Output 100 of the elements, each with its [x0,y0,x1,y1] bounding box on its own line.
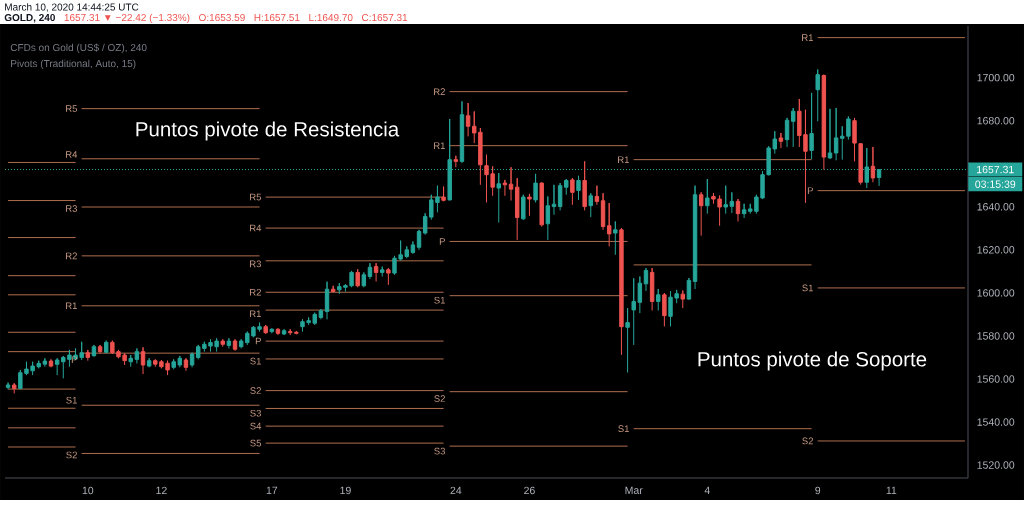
candlestick [410,240,416,255]
candlestick [625,307,630,374]
text: H:1657.51 [254,14,300,22]
text: R4 [66,151,78,158]
text: R5 [66,105,77,112]
text: S2 [802,437,813,445]
candlestick [146,357,152,368]
text: R3 [66,205,77,212]
candlestick [416,229,422,251]
series-label: R5 [250,193,262,201]
candlestick [649,267,655,312]
candlestick [514,177,520,241]
y-tick-label: 1680.00 [977,116,1015,125]
text: S1 [434,296,445,304]
text: P [807,187,813,194]
candlestick [140,346,146,375]
candlestick [48,358,54,368]
y-tick-label: 1580.00 [977,332,1015,340]
series-label: S5 [250,439,262,447]
candlestick [539,181,544,228]
y-tick-label: 1540.00 [977,418,1015,426]
candlestick [459,100,465,164]
candlestick [134,347,140,364]
text: P [439,238,445,245]
candlestick [42,357,48,368]
text: R1 [802,34,813,41]
series-label: S3 [250,409,262,417]
candlestick [275,327,281,336]
candlestick [735,198,741,222]
candlestick [570,177,575,206]
x-tick-label: 24 [450,486,462,495]
y-tick-label: 1620.00 [977,246,1015,254]
y-tick-label: 1700.00 [977,73,1015,82]
series-label: P [255,337,261,345]
candlestick [705,178,710,215]
candlestick [557,182,563,211]
text: P [71,356,77,363]
text: 1657.31 ▼ −22.42 (−1.33%) [64,13,190,24]
candlestick [594,185,600,206]
candlestick [613,220,618,256]
text: R1 [250,310,261,318]
text: March 10, 2020 14:44:25 UTC [5,3,139,12]
candlestick [833,107,839,161]
candlestick [183,357,189,372]
candlestick [189,352,195,368]
candlestick [790,107,796,148]
candlestick [784,117,790,148]
candlestick [600,192,606,231]
candlestick [226,337,232,349]
text: S1 [802,284,813,292]
candlestick [606,202,612,247]
candlestick [582,160,587,211]
candlestick [318,308,324,320]
series-label: R4 [250,224,262,232]
candlestick [85,349,91,362]
x-tick-label: 10 [82,486,94,495]
candlestick [91,344,97,358]
candlestick [686,277,692,301]
candlestick [588,192,593,218]
candlestick [386,267,391,286]
ref-line-label: 1657.31 [977,165,1014,174]
candlestick [662,292,667,327]
candlestick [441,186,446,202]
text: S2 [250,387,261,394]
series-label: R1 [434,142,445,149]
text: S1 [250,357,261,365]
candlestick [521,194,526,221]
annotation: Puntos pivote de Soporte [698,351,927,371]
series-label: R2 [434,88,445,95]
text: Pivots (Traditional, Auto, 15) [11,59,136,70]
candlestick [533,173,538,203]
text: L:1649.70 [309,14,353,22]
candlestick [232,338,238,352]
candlestick [324,281,330,320]
text: R2 [250,288,261,296]
candlestick [367,262,373,280]
candlestick [809,92,814,160]
candlestick [643,267,649,292]
x-tick-label: 9 [815,486,821,495]
candlestick [269,327,275,334]
candlestick [692,185,698,290]
text: S1 [66,396,77,404]
x-tick-label: 19 [340,486,351,495]
text: R2 [66,252,77,260]
text: GOLD, 240 [4,14,55,23]
candlestick [11,382,17,394]
candlestick [564,178,569,196]
text: S2 [66,451,77,459]
candlestick [380,266,385,278]
candlestick [778,132,784,149]
candlestick [527,193,532,217]
y-tick-label: 1640.00 [977,203,1015,211]
series-label: R3 [250,260,262,268]
text: 03:15:39 [975,180,1016,188]
candlestick [97,344,103,354]
candlestick [281,328,287,336]
candlestick [465,102,471,137]
candlestick [355,268,360,288]
candlestick [502,179,508,197]
candlestick [508,166,514,202]
